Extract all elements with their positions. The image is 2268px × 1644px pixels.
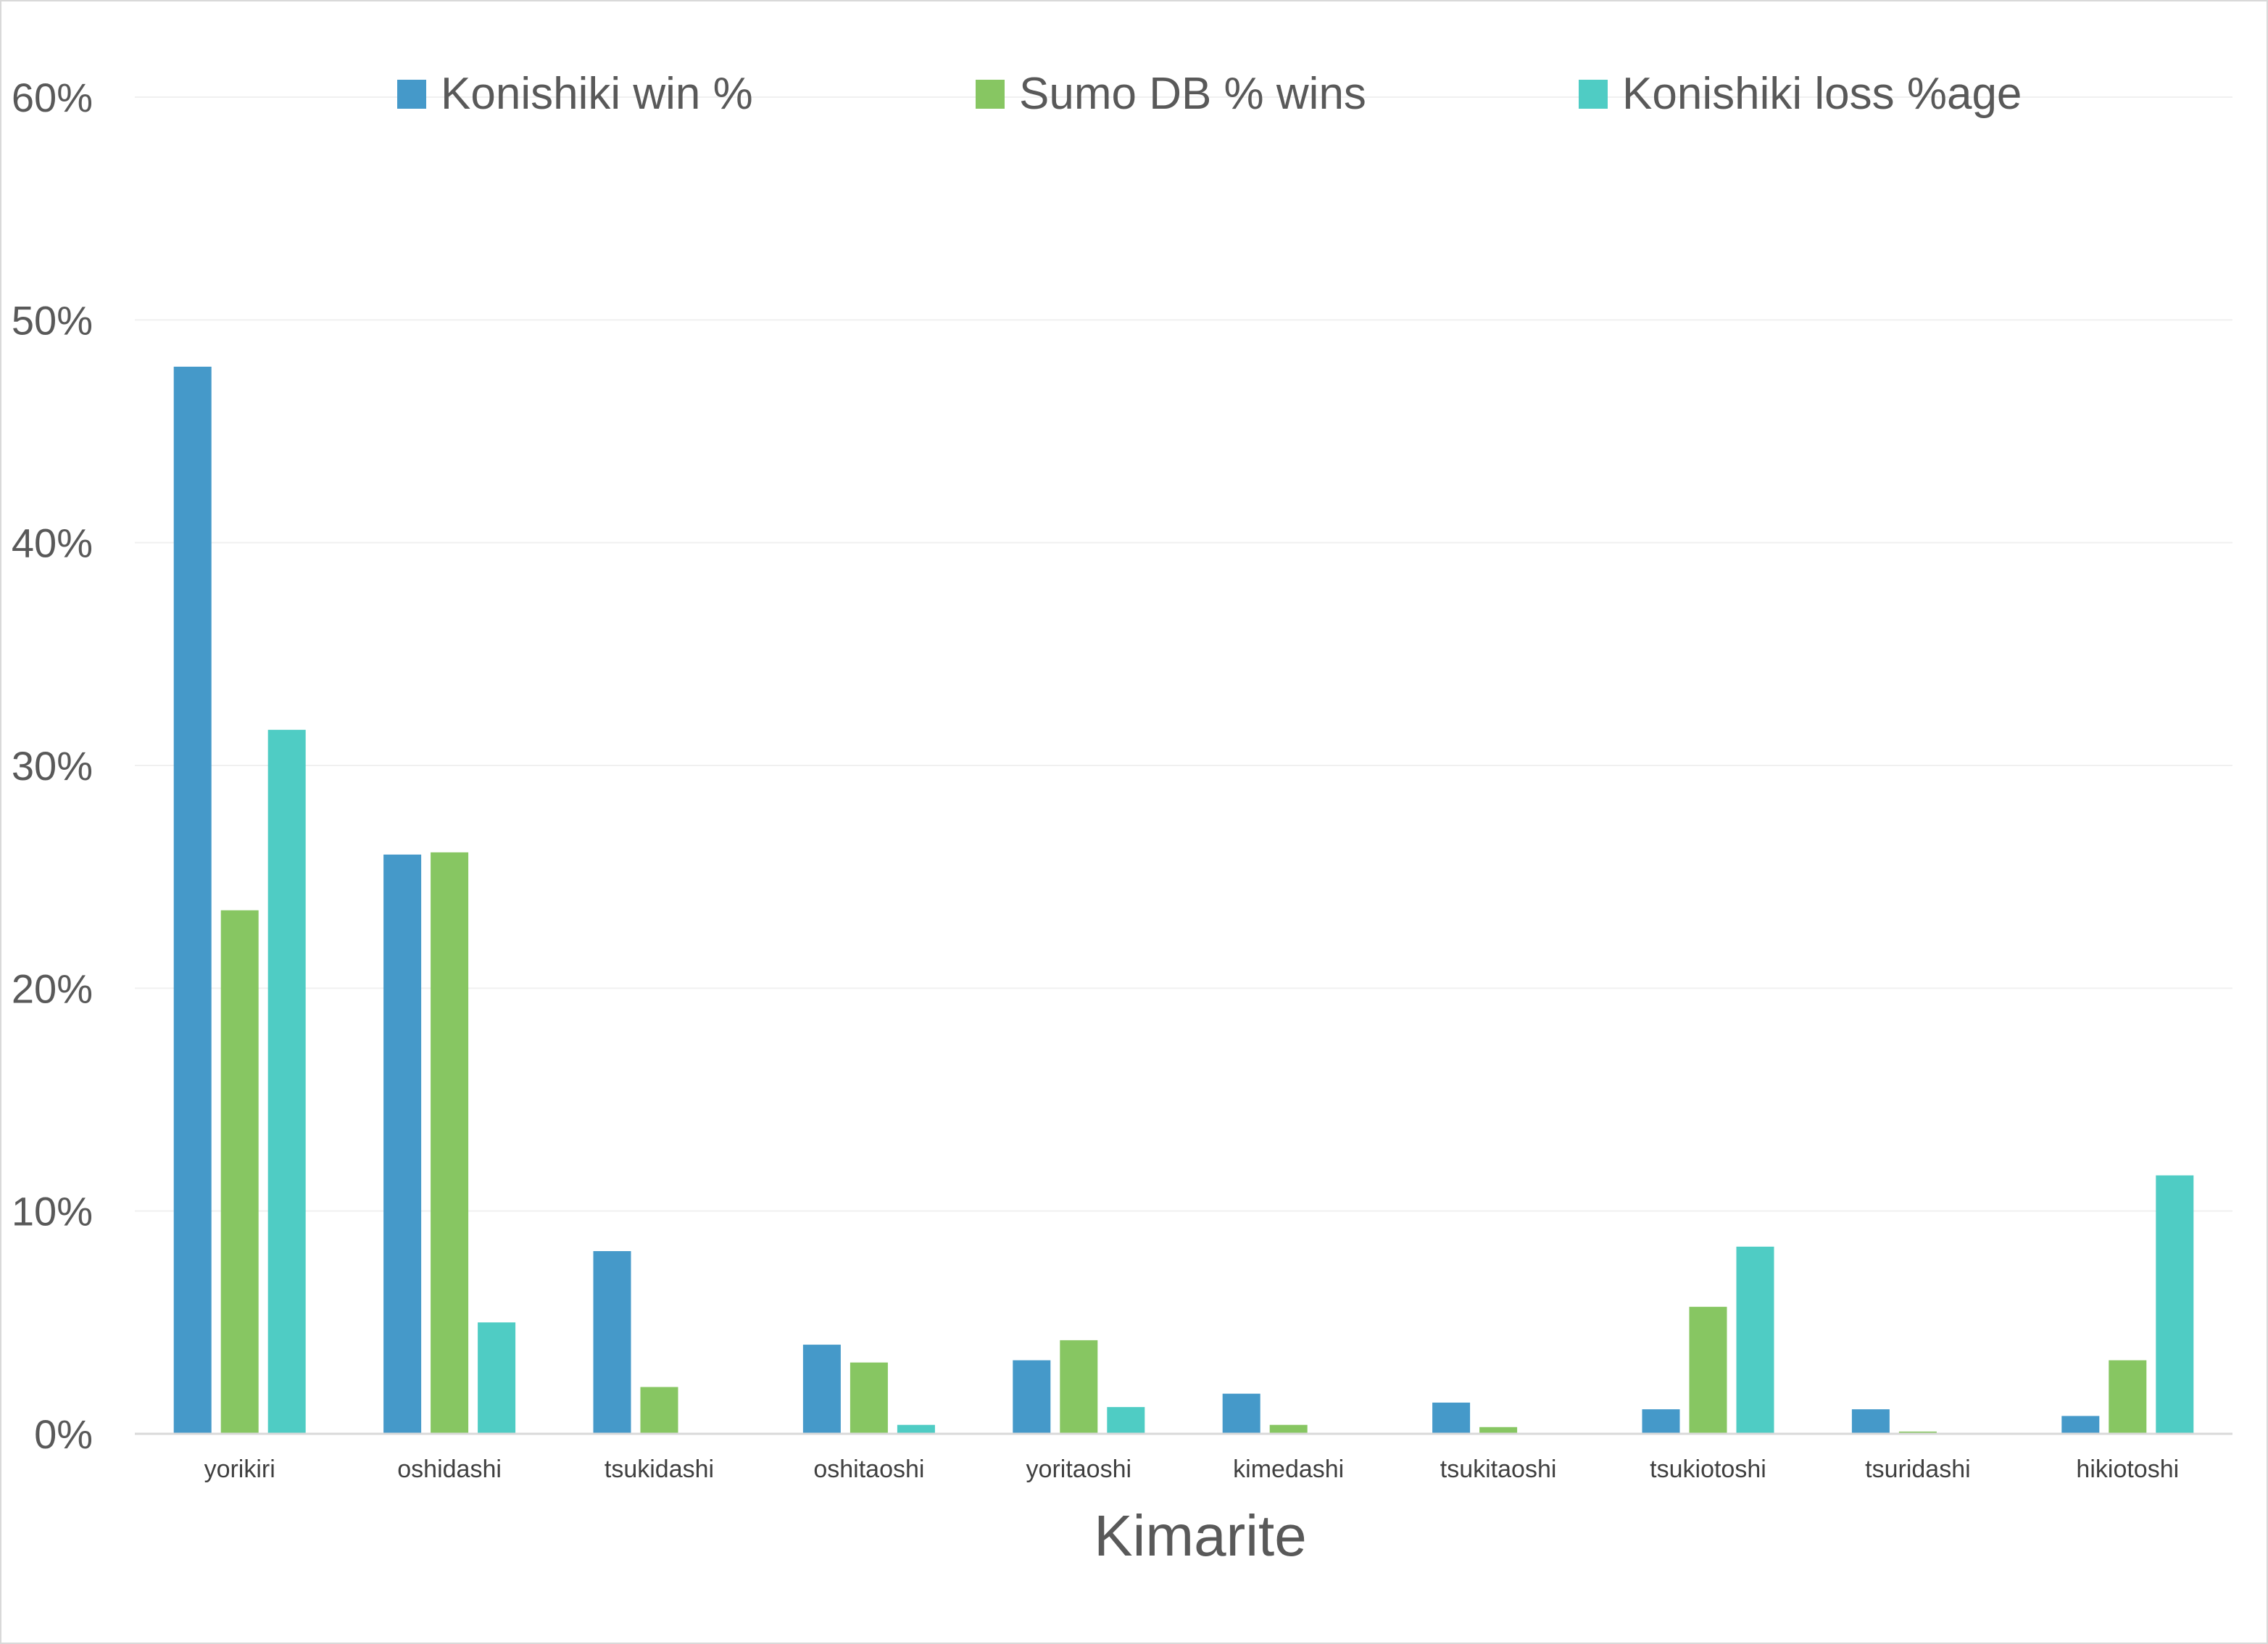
legend-label: Sumo DB % wins bbox=[1019, 69, 1366, 119]
bar-tsukiotoshi-series-3 bbox=[1736, 1246, 1774, 1434]
bar-oshitaoshi-series-1 bbox=[802, 1345, 841, 1434]
category-label: oshidashi bbox=[397, 1456, 502, 1483]
category-label: yoritaoshi bbox=[1026, 1456, 1132, 1483]
category-label: hikiotoshi bbox=[2076, 1456, 2179, 1483]
bar-yoritaoshi-series-1 bbox=[1013, 1360, 1051, 1434]
bar-oshidashi-series-2 bbox=[431, 852, 469, 1434]
bar-yorikiri-series-2 bbox=[220, 910, 259, 1434]
bar-tsukitaoshi-series-1 bbox=[1432, 1402, 1471, 1434]
x-axis-label: Kimarite bbox=[1094, 1503, 1306, 1568]
category-label: kimedashi bbox=[1233, 1456, 1344, 1483]
y-tick-label: 60% bbox=[12, 75, 93, 120]
bar-tsukitaoshi-series-2 bbox=[1479, 1427, 1518, 1434]
category-label: tsukidashi bbox=[605, 1456, 714, 1483]
y-tick-label: 20% bbox=[12, 966, 93, 1011]
bar-tsuridashi-series-1 bbox=[1851, 1409, 1890, 1434]
bar-yoritaoshi-series-3 bbox=[1107, 1407, 1145, 1434]
bars bbox=[173, 366, 2194, 1435]
bar-oshidashi-series-1 bbox=[383, 854, 422, 1434]
category-label: yorikiri bbox=[204, 1456, 275, 1483]
bar-hikiotoshi-series-2 bbox=[2109, 1360, 2147, 1434]
bar-tsukiotoshi-series-2 bbox=[1689, 1306, 1727, 1434]
legend: Konishiki win % Sumo DB % wins Konishiki l… bbox=[397, 69, 2022, 119]
y-axis-ticks: 0% 10% 20% 30% 40% 50% 60% bbox=[12, 75, 93, 1457]
legend-swatch bbox=[1579, 80, 1608, 109]
bar-yorikiri-series-1 bbox=[173, 366, 212, 1435]
bar-oshitaoshi-series-2 bbox=[850, 1362, 888, 1434]
y-tick-label: 30% bbox=[12, 743, 93, 789]
bar-kimedashi-series-1 bbox=[1222, 1393, 1260, 1434]
legend-label: Konishiki loss %age bbox=[1622, 69, 2022, 119]
bar-yoritaoshi-series-2 bbox=[1060, 1340, 1098, 1434]
y-tick-label: 40% bbox=[12, 520, 93, 566]
legend-label: Konishiki win % bbox=[441, 69, 753, 119]
bar-kimedashi-series-2 bbox=[1269, 1424, 1308, 1434]
bar-hikiotoshi-series-3 bbox=[2156, 1175, 2194, 1434]
x-axis-categories: yorikiri oshidashi tsukidashi oshitaoshi yor… bbox=[204, 1456, 2180, 1483]
bar-oshidashi-series-3 bbox=[478, 1322, 516, 1434]
category-label: oshitaoshi bbox=[813, 1456, 924, 1483]
bar-yorikiri-series-3 bbox=[267, 729, 306, 1434]
bar-tsukidashi-series-2 bbox=[640, 1387, 678, 1434]
bar-tsukidashi-series-1 bbox=[593, 1250, 631, 1434]
bar-oshitaoshi-series-3 bbox=[897, 1424, 935, 1434]
bar-tsukiotoshi-series-1 bbox=[1642, 1409, 1680, 1434]
category-label: tsukiotoshi bbox=[1650, 1456, 1766, 1483]
y-tick-label: 50% bbox=[12, 297, 93, 343]
legend-swatch bbox=[397, 80, 426, 109]
category-label: tsukitaoshi bbox=[1440, 1456, 1557, 1483]
legend-swatch bbox=[976, 80, 1005, 109]
y-tick-label: 10% bbox=[12, 1189, 93, 1234]
bar-hikiotoshi-series-1 bbox=[2061, 1416, 2100, 1434]
y-tick-label: 0% bbox=[34, 1411, 93, 1457]
bar-tsuridashi-series-2 bbox=[1898, 1431, 1937, 1434]
gridlines bbox=[135, 96, 2232, 1212]
category-label: tsuridashi bbox=[1865, 1456, 1971, 1483]
